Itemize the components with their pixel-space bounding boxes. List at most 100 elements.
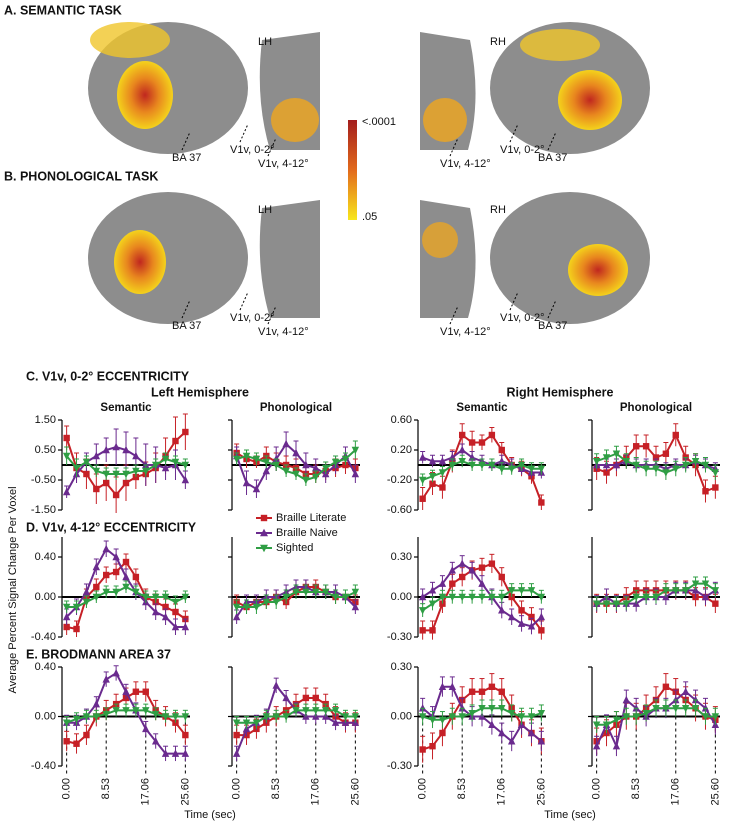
marker [161, 463, 170, 472]
marker [321, 588, 330, 597]
marker [341, 593, 350, 602]
marker [642, 593, 650, 602]
y-tick-label: -0.30 [387, 760, 412, 772]
marker [438, 716, 447, 724]
marker [252, 484, 261, 493]
marker [122, 470, 130, 479]
marker [312, 473, 320, 482]
marker [233, 731, 240, 739]
marker [282, 593, 290, 602]
column-title: Phonological [620, 402, 692, 414]
marker [142, 593, 150, 602]
marker [252, 603, 261, 612]
brain-maps: <.0001 .05 A. SEMANTIC TASK B. PHONOLOGI… [4, 3, 650, 324]
marker [517, 619, 526, 627]
marker [122, 479, 130, 487]
marker [82, 713, 91, 721]
marker [711, 713, 720, 721]
label-leader [239, 291, 249, 311]
region-label: V1v, 0-2° [230, 144, 275, 156]
marker [171, 598, 180, 607]
marker [418, 713, 427, 721]
marker [341, 455, 350, 464]
marker [592, 458, 601, 466]
marker [82, 587, 91, 596]
x-tick-label: 0.00 [591, 778, 603, 799]
marker [507, 710, 516, 718]
y-tick-label: -1.50 [31, 504, 56, 516]
marker [418, 476, 427, 485]
marker [232, 603, 241, 612]
y-tick-label: 0.30 [391, 661, 412, 673]
y-tick-label: -0.50 [31, 474, 56, 486]
marker [351, 602, 360, 611]
marker [488, 461, 496, 470]
brain-row-b [88, 192, 650, 324]
marker [92, 451, 101, 460]
marker [151, 737, 160, 745]
marker [73, 740, 80, 747]
x-tick-label: 0.00 [61, 778, 73, 799]
marker [527, 622, 536, 630]
marker [242, 452, 251, 461]
marker [302, 707, 310, 715]
marker [488, 720, 496, 728]
marker [102, 479, 110, 487]
marker [82, 598, 91, 607]
marker [681, 687, 690, 695]
marker [272, 598, 280, 607]
marker [93, 485, 100, 493]
label-leader [239, 123, 249, 143]
marker [612, 716, 621, 724]
marker [498, 446, 505, 454]
panel-title: B. PHONOLOGICAL TASK [4, 169, 158, 183]
region-label: V1v, 4-12° [258, 158, 309, 170]
marker [498, 728, 506, 737]
marker [478, 461, 486, 470]
marker [63, 434, 70, 442]
marker [142, 688, 149, 695]
marker [63, 623, 70, 631]
marker [161, 749, 170, 757]
marker [449, 580, 456, 587]
marker [517, 713, 526, 721]
marker [181, 593, 190, 602]
marker [132, 467, 140, 476]
y-tick-label: 1.50 [35, 414, 56, 426]
marker [652, 593, 660, 602]
marker [478, 579, 486, 587]
marker [142, 707, 150, 715]
marker [478, 688, 486, 695]
marker [112, 588, 120, 597]
marker [62, 487, 71, 496]
x-tick-label: 8.53 [270, 778, 282, 799]
x-tick-label: 25.60 [179, 778, 191, 806]
marker [701, 713, 710, 721]
marker [112, 491, 120, 499]
region-label: BA 37 [538, 320, 567, 332]
y-tick-label: -0.40 [31, 631, 56, 643]
marker [418, 607, 427, 615]
marker [681, 705, 690, 713]
marker [507, 612, 516, 621]
marker [527, 713, 536, 721]
marker [632, 461, 640, 470]
marker [232, 749, 241, 757]
marker [488, 560, 496, 567]
marker [488, 431, 496, 439]
marker [602, 721, 611, 729]
marker [73, 625, 80, 633]
marker [161, 593, 170, 602]
hemisphere-label: LH [258, 204, 272, 216]
legend-label: Braille Naive [276, 527, 338, 539]
marker [418, 453, 427, 461]
marker [182, 731, 189, 739]
x-tick-label: 17.06 [670, 778, 682, 806]
marker [252, 455, 261, 464]
marker [112, 442, 120, 451]
marker [458, 573, 466, 581]
marker [448, 682, 457, 690]
marker [642, 710, 650, 718]
marker [351, 469, 360, 478]
marker [62, 719, 71, 727]
